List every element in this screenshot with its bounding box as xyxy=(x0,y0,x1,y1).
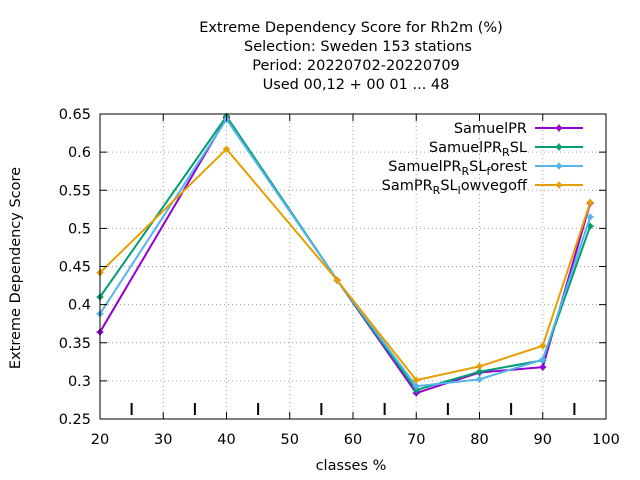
data-point xyxy=(586,198,594,206)
y-tick-label: 0.3 xyxy=(68,374,91,390)
data-point xyxy=(476,362,483,370)
y-tick-label: 0.45 xyxy=(59,260,91,276)
data-point xyxy=(586,213,594,221)
x-tick-label: 90 xyxy=(534,432,552,448)
legend-marker xyxy=(555,143,563,151)
y-tick-label: 0.4 xyxy=(68,298,91,314)
legend-label: SamuelPRRSLforest xyxy=(388,159,527,178)
x-tick-label: 80 xyxy=(470,432,488,448)
x-tick-label: 30 xyxy=(154,432,172,448)
data-point xyxy=(412,382,420,390)
title-line-3: Period: 20220702-20220709 xyxy=(252,58,460,74)
y-axis-label: Extreme Dependency Score xyxy=(8,167,24,369)
data-point xyxy=(539,363,547,371)
data-point xyxy=(333,276,341,284)
axis-ticks: 0.25 0.3 0.35 0.4 0.45 0.5 0.55 0.6 0.65 20 30 40 50… xyxy=(59,107,620,448)
series-line xyxy=(99,115,592,392)
legend-marker xyxy=(555,181,563,189)
legend-entry-4: SamPRRSLlowvegoff xyxy=(382,178,583,197)
x-tick-label: 100 xyxy=(592,432,620,448)
x-tick-label: 70 xyxy=(407,432,425,448)
x-axis-label: classes % xyxy=(316,458,387,474)
y-tick-label: 0.6 xyxy=(68,145,91,161)
title-line-4: Used 00,12 + 00 01 ... 48 xyxy=(263,77,450,93)
series-3 xyxy=(96,115,594,390)
class-markers xyxy=(130,403,576,415)
legend-entry-1: SamuelPR xyxy=(454,121,583,137)
data-point xyxy=(223,145,230,153)
x-tick-label: 20 xyxy=(91,432,109,448)
y-tick-label: 0.35 xyxy=(59,336,91,352)
data-point xyxy=(539,342,547,350)
y-tick-label: 0.5 xyxy=(68,221,91,237)
x-tick-label: 50 xyxy=(281,432,299,448)
y-tick-label: 0.25 xyxy=(59,412,91,428)
legend-entry-2: SamuelPRRSL xyxy=(429,140,583,159)
grid xyxy=(100,114,606,419)
y-tick-label: 0.65 xyxy=(59,107,91,123)
legend-marker xyxy=(555,124,563,132)
x-tick-label: 60 xyxy=(344,432,362,448)
legend-marker xyxy=(555,162,563,170)
legend-label: SamPRRSLlowvegoff xyxy=(382,178,528,197)
series-4 xyxy=(96,145,594,384)
x-tick-label: 40 xyxy=(217,432,235,448)
data-point xyxy=(412,376,420,384)
legend-label: SamuelPRRSL xyxy=(429,140,527,159)
y-tick-label: 0.55 xyxy=(59,183,91,199)
title-line-1: Extreme Dependency Score for Rh2m (%) xyxy=(199,20,503,36)
legend: SamuelPR SamuelPRRSLSamuelPRRSLforestSamP… xyxy=(382,121,583,197)
chart-title: Extreme Dependency Score for Rh2m (%) Se… xyxy=(199,20,503,93)
data-point xyxy=(539,356,547,364)
legend-entry-3: SamuelPRRSLforest xyxy=(388,159,583,178)
title-line-2: Selection: Sweden 153 stations xyxy=(244,39,472,55)
data-point xyxy=(476,375,483,383)
legend-label: SamuelPR xyxy=(454,121,527,137)
